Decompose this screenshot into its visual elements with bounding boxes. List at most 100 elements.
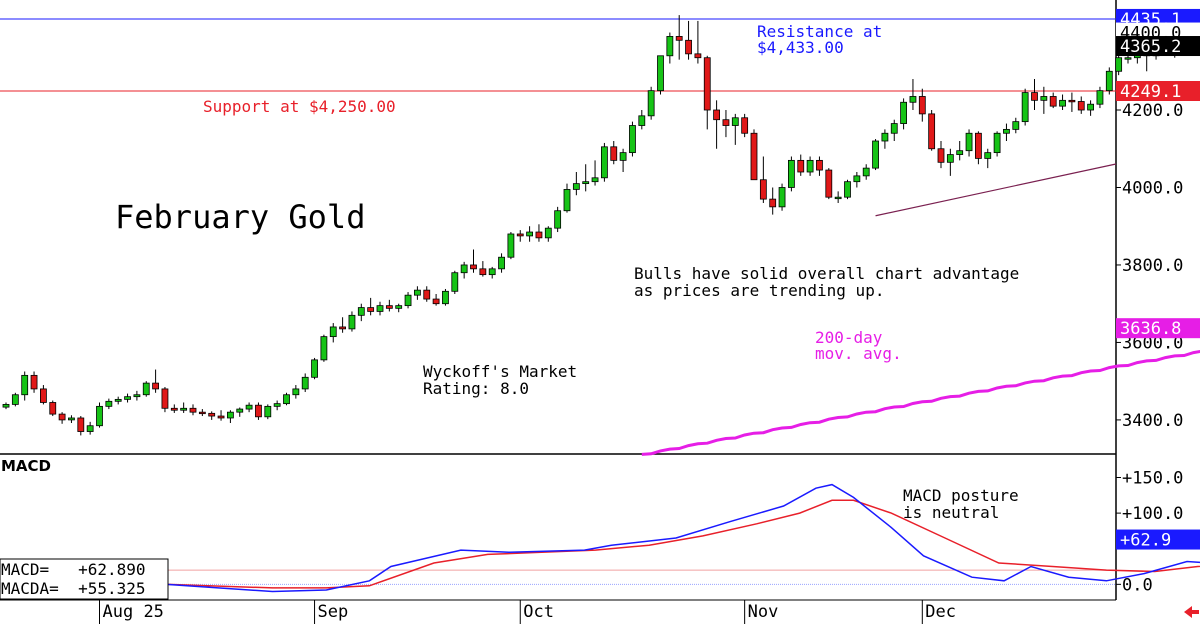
candle-body [339, 326, 347, 330]
candle-body [759, 179, 767, 200]
candle-body [301, 376, 309, 390]
candle-body [488, 268, 496, 276]
candle-body [348, 314, 356, 330]
candle-body [114, 398, 122, 402]
wyckoff-line1: Wyckoff's Market [423, 362, 577, 381]
price-tag: 3636.8 [1116, 318, 1200, 339]
candle-body [572, 183, 580, 190]
candle-body [367, 307, 375, 312]
candle-body [619, 152, 627, 161]
macd-annotation-line2: is neutral [903, 503, 999, 522]
candle-body [376, 305, 384, 312]
candle-body [245, 404, 253, 410]
candle-body [713, 109, 720, 121]
candle-body [526, 231, 533, 237]
macd-readout: MACD= +62.890 [1, 560, 146, 579]
candle-body [161, 388, 169, 409]
candle-body [1012, 121, 1020, 130]
candle-body [432, 298, 440, 305]
candle-body [1087, 103, 1094, 111]
candle-body [703, 57, 711, 111]
candle-body [77, 417, 85, 432]
candle-body [320, 336, 328, 361]
candle-body [1021, 92, 1029, 123]
scroll-left-arrow-icon[interactable] [1184, 606, 1199, 618]
candle-body [900, 101, 907, 124]
candle-body [470, 264, 477, 270]
candle-body [975, 132, 982, 159]
candle-body [591, 177, 599, 183]
x-tick-label: Nov [748, 602, 779, 622]
candle-body [460, 264, 468, 274]
macd-current-tag-bg [1116, 529, 1200, 550]
candle-body [928, 113, 936, 150]
candle-body [58, 413, 66, 421]
candle-body [722, 119, 730, 126]
candle-body [30, 374, 38, 390]
candle-body [984, 152, 992, 159]
price-tag-bg [1116, 318, 1200, 339]
candle-body [451, 272, 459, 292]
candle-body [152, 382, 160, 390]
candle-body [442, 290, 449, 305]
macd-panel-label: MACD [1, 457, 51, 475]
candle-body [918, 96, 926, 115]
candle-body [86, 425, 94, 432]
candle-body [264, 405, 272, 418]
candle-body [657, 55, 664, 92]
candle-body [49, 402, 57, 415]
candle-body [273, 403, 281, 407]
candle-body [1031, 92, 1038, 101]
candle-body [255, 404, 262, 418]
candle-body [1096, 90, 1104, 105]
candle-body [741, 117, 749, 134]
macd-line [164, 483, 1200, 593]
y-tick-label: 3800.0 [1122, 256, 1183, 276]
price-tag-bg [1116, 36, 1200, 57]
y-tick-label: 3600.0 [1122, 333, 1183, 353]
candle-body [385, 305, 393, 309]
candle-body [498, 256, 505, 270]
candle-body [1068, 99, 1076, 103]
macd-signal-line [164, 499, 1200, 589]
price-tag-bg [1116, 80, 1200, 101]
chart-title: February Gold [115, 198, 365, 236]
trendline [875, 163, 1117, 217]
macda-readout: MACDA= +55.325 [1, 579, 146, 598]
candle-body [629, 125, 636, 154]
candle-body [601, 146, 608, 179]
candle-body [862, 167, 870, 177]
candle-body [694, 53, 702, 59]
candle-body [170, 407, 178, 411]
bulls-annotation-line1: Bulls have solid overall chart advantage [634, 264, 1019, 283]
candle-body [1115, 57, 1123, 72]
price-tag: 4249.1 [1116, 80, 1200, 102]
candle-body [778, 187, 786, 208]
candle-body [937, 148, 945, 163]
candle-body [133, 394, 141, 398]
candle-body [96, 405, 103, 427]
candle-body [731, 117, 739, 126]
candle-body [993, 132, 1001, 154]
candle-body [881, 132, 889, 142]
candle-body [825, 169, 833, 198]
candle-body [647, 90, 655, 117]
macd-current-tag: +62.9 [1116, 529, 1200, 551]
candle-body [2, 404, 10, 408]
candle-body [1077, 101, 1085, 111]
candle-body [198, 411, 206, 415]
candle-body [1003, 128, 1010, 134]
resistance-label-line1: Resistance at [757, 22, 882, 41]
candle-body [423, 289, 431, 300]
macd-current-tag-label: +62.9 [1120, 531, 1171, 551]
candle-body [909, 96, 917, 103]
candle-body [357, 307, 365, 316]
candle-body [180, 407, 188, 411]
candle-body [946, 154, 954, 163]
candle-body [890, 123, 898, 134]
candle-body [1040, 96, 1048, 101]
y-tick-label: 4000.0 [1122, 178, 1183, 198]
candle-body [535, 231, 543, 239]
candle-body [11, 394, 19, 405]
